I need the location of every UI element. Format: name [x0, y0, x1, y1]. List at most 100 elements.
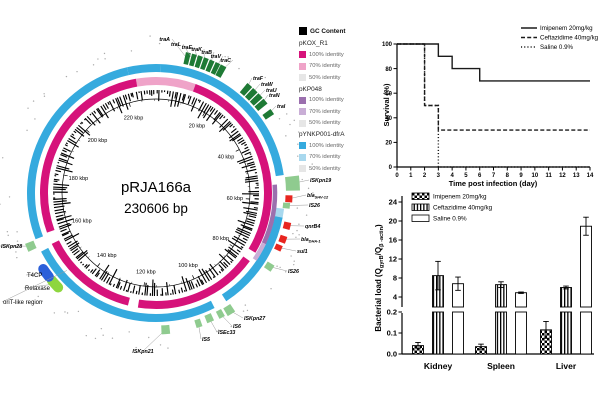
gc-bar [86, 116, 96, 126]
bar-lower-spleen-2 [515, 311, 527, 355]
gc-dot [128, 331, 130, 333]
legend-identity-swatch [299, 119, 306, 127]
gc-bar [106, 276, 111, 284]
gc-dot [0, 203, 1, 205]
gc-bar [55, 167, 73, 173]
gc-bar [190, 281, 195, 289]
gc-bar [198, 99, 201, 103]
gc-bar [84, 264, 88, 268]
y-tick-label: 20 [389, 217, 397, 226]
legend-identity-label: 70% identity [309, 108, 341, 115]
ring-magenta-segment [135, 77, 196, 92]
y-tick-label: 12 [389, 255, 397, 264]
gc-bar [191, 97, 196, 105]
gc-bar [119, 285, 123, 290]
gc-dot [293, 263, 295, 266]
gc-dot [217, 329, 220, 331]
feature-label: blaSHV-12 [307, 193, 329, 199]
gc-bar [124, 94, 128, 100]
gc-dot [37, 295, 39, 298]
kbp-tick-label: 160 kbp [72, 218, 92, 224]
gc-bar [80, 122, 82, 125]
gc-dot [311, 163, 313, 165]
gc-bar [242, 237, 248, 241]
bacterial-load-chart: 4 8 12 16 20 24 0.0 0.1 0.2 Kidney Spleen Liver Imip… [374, 192, 594, 371]
gc-bar [108, 100, 116, 112]
gc-dot [41, 300, 44, 302]
gc-dot [305, 214, 308, 216]
x-tick-label: 13 [573, 173, 580, 179]
gc-bar [236, 228, 251, 237]
gc-bar [205, 269, 213, 280]
gc-bar [112, 99, 116, 104]
gc-bar [95, 272, 100, 278]
legend-identity-row: 50% identity [299, 119, 377, 127]
gc-dot [284, 271, 287, 273]
gc-skew-dots [0, 35, 314, 349]
gc-bar [236, 137, 244, 142]
category-label: Kidney [424, 361, 453, 371]
gc-bar [56, 215, 72, 221]
legend-identity-label: 50% identity [309, 120, 341, 126]
gc-bar [53, 183, 70, 187]
feature-trae [194, 55, 203, 69]
gc-bar [68, 138, 77, 144]
gc-bar [242, 201, 259, 205]
feature-label: ISKpn21 [132, 349, 153, 355]
gc-swatch [299, 27, 307, 35]
gc-bar [151, 279, 154, 296]
gc-bar [236, 155, 253, 163]
gc-bar [53, 186, 68, 189]
bar-upper-spleen-1 [495, 284, 507, 308]
legend-swatch [411, 192, 430, 200]
feature-trab [205, 59, 215, 73]
minor-tick [95, 120, 98, 123]
gc-bar [213, 110, 218, 115]
gc-dot [149, 35, 151, 37]
legend-identity-label: 70% identity [309, 154, 341, 160]
ring-magenta-segment [51, 240, 130, 306]
gc-bar [187, 95, 190, 99]
gc-bar [109, 283, 112, 286]
gc-bar [211, 112, 222, 125]
major-tick [97, 263, 101, 267]
gc-bar [168, 90, 171, 97]
minor-tick [72, 236, 75, 238]
gc-bar [62, 149, 67, 153]
minor-tick [79, 246, 82, 249]
y-tick-label: 100 [382, 42, 393, 48]
gc-bar [91, 268, 97, 275]
gc-bar [78, 124, 91, 136]
legend-identity-swatch [299, 96, 306, 104]
x-tick-label: 3 [437, 173, 441, 179]
minor-tick [237, 234, 240, 236]
gc-dot [301, 178, 303, 181]
feature-trac [215, 64, 227, 78]
gc-bar [177, 92, 182, 107]
y-tick-label: 4 [393, 293, 398, 302]
bar-plot: 4 8 12 16 20 24 0.0 0.1 0.2 Kidney Spleen Liver Imip… [387, 192, 594, 371]
gc-bar [244, 179, 259, 183]
gc-bar [218, 120, 231, 133]
gc-bar [115, 278, 121, 289]
gc-dot [297, 143, 299, 145]
legend-identity-row: 100% identity [299, 96, 377, 104]
gc-dot [289, 123, 291, 126]
gc-bar [178, 289, 181, 294]
ring-magenta-segment [192, 83, 272, 253]
x-tick-label: 9 [519, 173, 523, 179]
gc-bar [96, 108, 103, 118]
gc-dot [224, 55, 226, 58]
ring-blue-segment [160, 64, 284, 177]
gc-bar [236, 249, 241, 253]
gc-bar [55, 214, 64, 218]
minor-tick [204, 271, 206, 274]
feature-trau [249, 93, 263, 106]
feature-iskpn21 [161, 324, 171, 335]
gc-content-ring [52, 90, 260, 296]
minor-tick [131, 281, 133, 284]
feature-label: traC [220, 58, 231, 64]
y-tick-label: 8 [393, 274, 397, 283]
